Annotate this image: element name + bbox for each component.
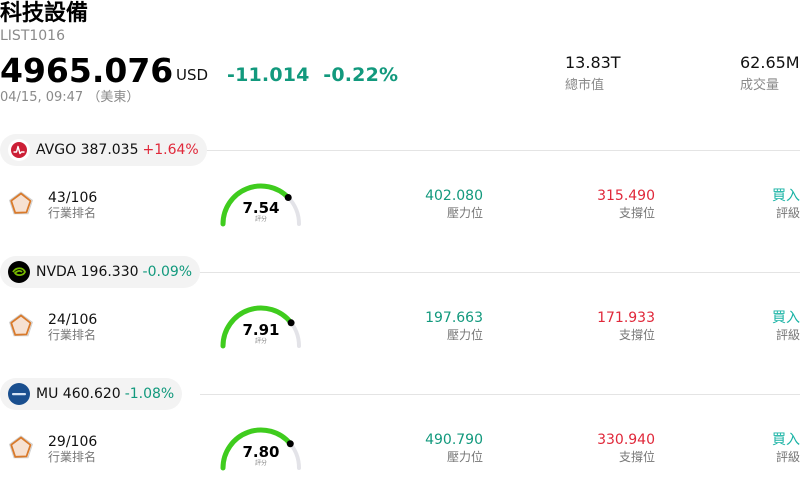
stock-ticker: MU — [36, 386, 59, 402]
stock-price: 196.330 — [80, 264, 139, 280]
gauge-fill — [220, 305, 294, 349]
stock-ticker-price: NVDA 196.330 — [36, 263, 139, 281]
resistance-value: 402.080 — [425, 188, 483, 204]
volume-label: 成交量 — [740, 78, 780, 93]
rating-value[interactable]: 買入 — [772, 310, 800, 326]
index-change: -11.014 -0.22% — [227, 63, 398, 87]
industry-rank-label: 行業排名 — [48, 206, 97, 220]
market-cap-label: 總市值 — [565, 78, 605, 93]
support-value: 330.940 — [597, 432, 655, 448]
rating-label: 評級 — [775, 450, 800, 464]
support-label: 支撐位 — [618, 450, 655, 464]
currency-label: USD — [176, 66, 209, 84]
divider — [200, 272, 800, 273]
stock-ticker-price: MU 460.620 — [36, 385, 121, 403]
index-code: LIST1016 — [0, 28, 65, 44]
score-value: 7.54 — [242, 199, 280, 217]
resistance-value: 197.663 — [425, 310, 483, 326]
divider — [200, 150, 800, 151]
stock-row[interactable]: NVDA 196.330 -0.09% 24/106 行業排名 7.91 評分 … — [0, 256, 800, 378]
support-value: 315.490 — [597, 188, 655, 204]
stock-ticker: AVGO — [36, 142, 77, 158]
score-label: 評分 — [254, 460, 267, 467]
rating-label: 評級 — [775, 328, 800, 342]
radar-chart-icon — [9, 191, 33, 215]
industry-rank-label: 行業排名 — [48, 328, 97, 342]
industry-rank-value: 43/106 — [48, 190, 98, 206]
stock-row[interactable]: AVGO 387.035 +1.64% 43/106 行業排名 7.54 評分 … — [0, 134, 800, 256]
resistance-value: 490.790 — [425, 432, 483, 448]
stock-price: 460.620 — [62, 386, 121, 402]
stock-change-percent: -0.09% — [142, 264, 193, 280]
score-gauge — [220, 305, 301, 349]
market-cap-value: 13.83T — [565, 53, 621, 72]
support-label: 支撐位 — [618, 206, 655, 220]
stock-pill[interactable]: MU 460.620 -1.08% — [0, 378, 183, 410]
score-value: 7.80 — [242, 443, 280, 461]
gauge-fill — [220, 427, 293, 471]
rating-label: 評級 — [775, 206, 800, 220]
industry-rank-value: 24/106 — [48, 312, 98, 328]
rating-value[interactable]: 買入 — [772, 188, 800, 204]
stock-ticker-price: AVGO 387.035 — [36, 141, 139, 159]
resistance-label: 壓力位 — [446, 206, 483, 220]
volume-value: 62.65M — [740, 53, 800, 72]
stock-price: 387.035 — [80, 142, 139, 158]
divider — [200, 394, 800, 395]
stock-ticker: NVDA — [36, 264, 77, 280]
score-gauge — [220, 427, 301, 471]
page-title: 科技設備 — [0, 1, 89, 26]
score-gauge — [220, 183, 301, 227]
stock-pill[interactable]: AVGO 387.035 +1.64% — [0, 134, 207, 166]
broadcom-logo-icon — [8, 139, 30, 161]
stock-change-percent: -1.08% — [124, 386, 175, 402]
support-value: 171.933 — [597, 310, 655, 326]
nvidia-logo-icon — [8, 261, 30, 283]
industry-rank-value: 29/106 — [48, 434, 98, 450]
stock-change-percent: +1.64% — [142, 142, 199, 158]
score-label: 評分 — [254, 338, 267, 345]
stock-row[interactable]: MU 460.620 -1.08% 29/106 行業排名 7.80 評分 49… — [0, 378, 800, 488]
index-change-value: -11.014 — [227, 64, 310, 86]
index-change-percent: -0.22% — [323, 64, 399, 86]
industry-rank-label: 行業排名 — [48, 450, 97, 464]
stock-pill[interactable]: NVDA 196.330 -0.09% — [0, 256, 201, 288]
radar-chart-icon — [9, 313, 33, 337]
radar-chart-icon — [9, 435, 33, 459]
timestamp: 04/15, 09:47 （美東） — [0, 90, 140, 105]
gauge-fill — [220, 183, 291, 227]
resistance-label: 壓力位 — [446, 328, 483, 342]
resistance-label: 壓力位 — [446, 450, 483, 464]
score-label: 評分 — [254, 216, 267, 223]
index-price: 4965.076 — [0, 51, 174, 90]
support-label: 支撐位 — [618, 328, 655, 342]
score-value: 7.91 — [242, 321, 280, 339]
gauge-marker — [287, 319, 295, 327]
micron-logo-icon — [8, 383, 30, 405]
gauge-marker — [286, 440, 294, 448]
gauge-marker — [284, 193, 292, 201]
rating-value[interactable]: 買入 — [772, 432, 800, 448]
